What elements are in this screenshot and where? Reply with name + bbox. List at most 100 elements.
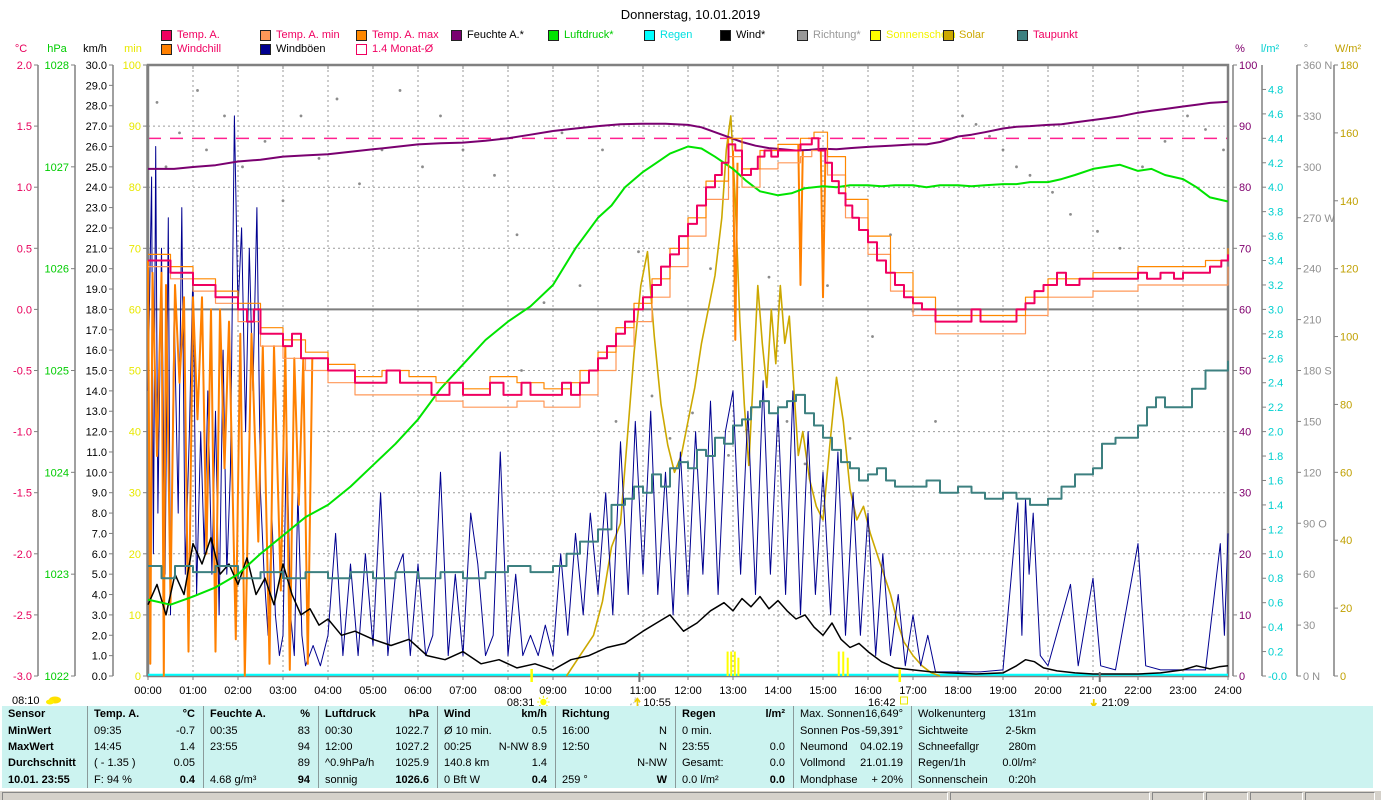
svg-text:30: 30 — [1239, 488, 1251, 500]
feuchte-a-r3-value: 94 — [297, 773, 310, 786]
svg-text:4.6: 4.6 — [1268, 109, 1283, 121]
series-sonnenschein — [726, 651, 849, 676]
legend-item-temp-a[interactable]: Temp. A. — [161, 29, 220, 41]
svg-text:140: 140 — [1340, 196, 1358, 208]
svg-text:10: 10 — [129, 610, 141, 622]
legend-label: Temp. A. max — [372, 29, 439, 41]
richtung-r2-value: N-NW — [637, 757, 667, 770]
svg-text:28.0: 28.0 — [86, 101, 107, 113]
svg-text:40: 40 — [129, 427, 141, 439]
status-bar — [0, 790, 1381, 800]
statusbar-segment — [1152, 792, 1204, 800]
annotation-moon-up: 10:55 — [629, 672, 671, 706]
info-pair: Schneefallgr 280m — [918, 741, 1036, 753]
wind-swatch-icon — [720, 29, 731, 41]
regen-r3-value: 0.0 — [769, 773, 785, 786]
legend-label: 1.4 Monat-Ø — [372, 43, 434, 55]
temp-a-r1-value: 1.4 — [179, 740, 195, 753]
legend-item-sonnenschein[interactable]: Sonnenschein — [870, 29, 956, 41]
legend-item-wind[interactable]: Wind* — [720, 29, 765, 41]
legend-item-temp-a-min[interactable]: Temp. A. min — [260, 29, 340, 41]
table-row: Regen/1h 0.0l/m² — [912, 755, 1371, 771]
svg-text:26.0: 26.0 — [86, 141, 107, 153]
svg-text:120: 120 — [1340, 264, 1358, 276]
svg-text:00:00: 00:00 — [134, 685, 162, 697]
svg-text:1022: 1022 — [45, 671, 69, 683]
svg-text:°: ° — [1304, 43, 1308, 55]
svg-text:21:09: 21:09 — [1102, 697, 1130, 706]
table-row: 09:35 -0.7 — [88, 722, 203, 738]
vollmond-value: 21.01.19 — [860, 757, 903, 770]
legend-item-richtung[interactable]: Richtung* — [797, 29, 861, 41]
temp-a-r0-value: -0.7 — [176, 724, 195, 737]
series-wind — [147, 536, 1229, 675]
legend-item-regen[interactable]: Regen — [644, 29, 692, 41]
legend-item-feuchte-a[interactable]: Feuchte A.* — [451, 29, 524, 41]
temp-a-r1-label: 14:45 — [94, 740, 122, 753]
richtung-r1-label: 12:50 — [562, 740, 590, 753]
legend-label: Solar — [959, 29, 985, 41]
table-row: Feuchte A.% — [204, 706, 318, 722]
svg-text:10:55: 10:55 — [643, 697, 671, 706]
svg-text:1.4: 1.4 — [1268, 500, 1283, 512]
svg-text:16.0: 16.0 — [86, 345, 107, 357]
annotation-moon-down: 21:09 — [1090, 672, 1130, 706]
svg-text:11:00: 11:00 — [630, 685, 657, 697]
svg-text:3.6: 3.6 — [1268, 231, 1283, 243]
regen-1h-value: 0.0l/m² — [1002, 757, 1036, 770]
svg-text:80: 80 — [1239, 182, 1251, 194]
temp-a-r2-value: 0.05 — [173, 757, 195, 770]
table-row: 89 — [204, 755, 318, 771]
table-row: sonnig 1026.6 — [319, 772, 437, 788]
svg-text:14:00: 14:00 — [764, 685, 792, 697]
svg-text:300: 300 — [1303, 162, 1321, 174]
richtung-r3-label: 259 ° — [562, 773, 588, 786]
table-row: Sonnenschein 0:20h — [912, 772, 1371, 788]
svg-text:07:00: 07:00 — [449, 685, 477, 697]
wind-r0-value: 0.5 — [531, 724, 547, 737]
legend-item-temp-a-max[interactable]: Temp. A. max — [356, 29, 439, 41]
legend-item-1-4-monat[interactable]: 1.4 Monat-Ø — [356, 43, 433, 55]
svg-text:-3.0: -3.0 — [13, 671, 32, 683]
svg-text:15.0: 15.0 — [86, 366, 107, 378]
svg-text:12:00: 12:00 — [674, 685, 702, 697]
legend-item-solar[interactable]: Solar — [943, 29, 985, 41]
wind-r3-value: 0.4 — [531, 773, 547, 786]
table-column: Wolkenunterg 131m Sichtweite 2-5km Schneefal… — [912, 706, 1371, 788]
svg-text:0.0: 0.0 — [17, 304, 32, 316]
series-feuchte — [148, 100, 1229, 170]
series-windchill — [147, 144, 827, 677]
svg-text:70: 70 — [1239, 243, 1251, 255]
svg-text:160: 160 — [1340, 128, 1358, 140]
legend-item-taupunkt[interactable]: Taupunkt — [1017, 29, 1078, 41]
svg-text:60: 60 — [129, 304, 141, 316]
info-pair: Vollmond 21.01.19 — [800, 757, 903, 769]
svg-text:30: 30 — [1303, 620, 1315, 632]
table-row: Sensor — [2, 706, 87, 722]
legend-item-windchill[interactable]: Windchill — [161, 43, 221, 55]
table-column: Sensor MinWert MaxWert Durchschnitt 10.01. 2… — [2, 706, 88, 788]
svg-text:17:00: 17:00 — [899, 685, 927, 697]
1-4-monat-swatch-icon — [356, 43, 367, 55]
svg-text:11.0: 11.0 — [86, 447, 107, 459]
schneefallgr-label: Schneefallgr — [918, 740, 980, 753]
grid-lines — [148, 65, 1228, 676]
series-taupunkt — [148, 360, 1229, 580]
svg-text:180 S: 180 S — [1303, 366, 1332, 378]
svg-text:-1.5: -1.5 — [13, 488, 32, 500]
svg-text:7.0: 7.0 — [92, 528, 107, 540]
luftdruck-r0-label: 00:30 — [325, 724, 353, 737]
series-windboeen — [147, 115, 1229, 673]
svg-text:60: 60 — [1340, 467, 1352, 479]
table-row: Vollmond 21.01.19 — [794, 755, 911, 771]
info-pair: Sonnenschein 0:20h — [918, 774, 1036, 786]
svg-text:90: 90 — [1239, 121, 1251, 133]
legend-item-luftdruck[interactable]: Luftdruck* — [548, 29, 614, 41]
legend-item-windb-en[interactable]: Windböen — [260, 43, 326, 55]
svg-text:2.2: 2.2 — [1268, 402, 1283, 414]
sichtweite-label: Sichtweite — [918, 724, 969, 737]
table-row: 23:55 0.0 — [676, 739, 793, 755]
svg-text:2.8: 2.8 — [1268, 329, 1283, 341]
table-row: 0.0 l/m² 0.0 — [676, 772, 793, 788]
richtung-r3-value: W — [656, 773, 667, 786]
